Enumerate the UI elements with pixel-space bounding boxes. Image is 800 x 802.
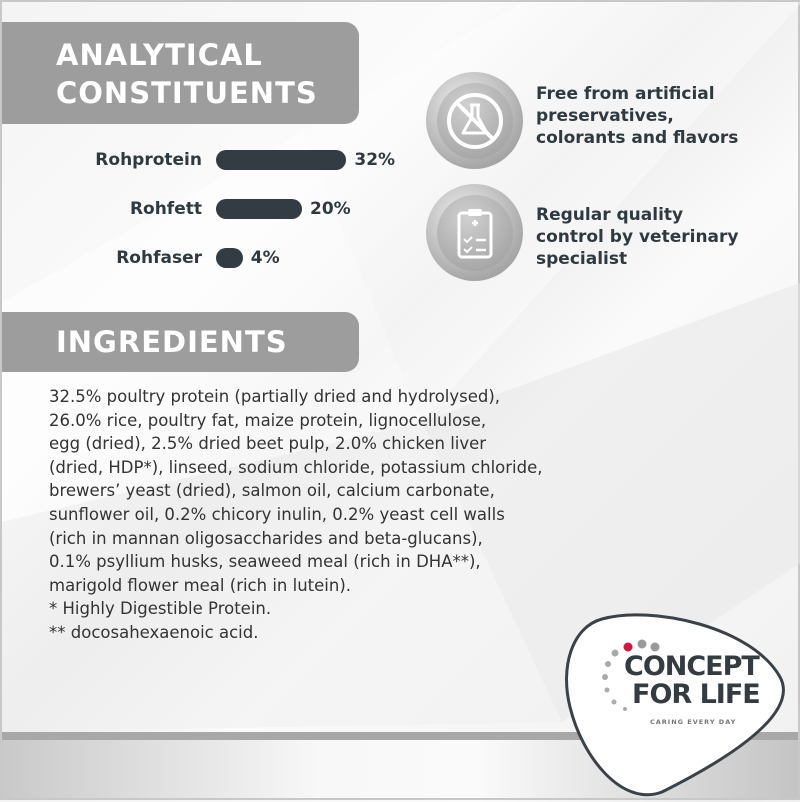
- ingredient-line: (dried, HDP*), linseed, sodium chloride,…: [49, 457, 543, 477]
- feature-line: control by veterinary: [536, 227, 739, 247]
- constituent-row: Rohfaser 4%: [2, 246, 280, 270]
- ingredient-line: (rich in mannan oligosaccharides and bet…: [49, 528, 483, 548]
- clipboard-badge: [426, 184, 523, 281]
- constituent-bar: [216, 150, 347, 170]
- feature-quality-control: Regular quality control by veterinary sp…: [536, 204, 738, 270]
- feature-free-from-artificial: Free from artificial preservatives, colo…: [536, 83, 738, 149]
- logo-text: CONCEPT FOR LIFE: [624, 651, 761, 710]
- analytical-constituents-heading: ANALYTICAL CONSTITUENTS: [2, 22, 359, 124]
- ingredient-line: marigold flower meal (rich in lutein).: [49, 575, 352, 595]
- clipboard-check-icon: [457, 208, 492, 258]
- heading-line: CONSTITUENTS: [56, 76, 318, 110]
- constituent-value: 20%: [310, 199, 351, 219]
- constituent-row: Rohfett 20%: [2, 197, 351, 221]
- constituent-value: 32%: [354, 150, 396, 170]
- feature-line: Free from artificial: [536, 84, 715, 104]
- constituent-label: Rohfaser: [116, 248, 202, 268]
- logo-tagline: CARING EVERY DAY: [650, 718, 737, 726]
- ingredient-line: brewers’ yeast (dried), salmon oil, calc…: [49, 481, 495, 501]
- ingredient-line: 0.1% psyllium husks, seaweed meal (rich …: [49, 552, 481, 572]
- feature-line: Regular quality: [536, 205, 684, 225]
- logo-line: FOR LIFE: [632, 679, 761, 710]
- feature-line: colorants and flavors: [536, 128, 739, 148]
- ingredient-line: sunflower oil, 0.2% chicory inulin, 0.2%…: [49, 504, 505, 524]
- ingredients-heading: INGREDIENTS: [2, 312, 359, 372]
- ingredients-text: 32.5% poultry protein (partially dried a…: [49, 385, 543, 645]
- no-flask-badge: [426, 72, 523, 169]
- concept-for-life-logo: CONCEPT FOR LIFE CARING EVERY DAY: [562, 607, 792, 797]
- heading-line: ANALYTICAL: [56, 38, 263, 72]
- feature-line: preservatives,: [536, 106, 674, 126]
- ingredient-line: ** docosahexaenoic acid.: [49, 622, 259, 642]
- ingredient-line: 26.0% rice, poultry fat, maize protein, …: [49, 410, 487, 430]
- constituent-bar: [216, 248, 243, 268]
- ingredient-line: * Highly Digestible Protein.: [49, 599, 272, 619]
- constituent-bar: [216, 199, 302, 219]
- constituent-value: 4%: [250, 248, 280, 268]
- ingredient-line: 32.5% poultry protein (partially dried a…: [49, 387, 501, 406]
- no-flask-icon: [446, 92, 503, 149]
- ingredient-line: egg (dried), 2.5% dried beet pulp, 2.0% …: [49, 434, 487, 454]
- feature-line: specialist: [536, 249, 628, 269]
- constituent-label: Rohfett: [129, 199, 202, 219]
- logo-line: CONCEPT: [624, 651, 760, 682]
- constituent-row: Rohprotein 32%: [2, 148, 395, 172]
- constituent-label: Rohprotein: [95, 150, 202, 170]
